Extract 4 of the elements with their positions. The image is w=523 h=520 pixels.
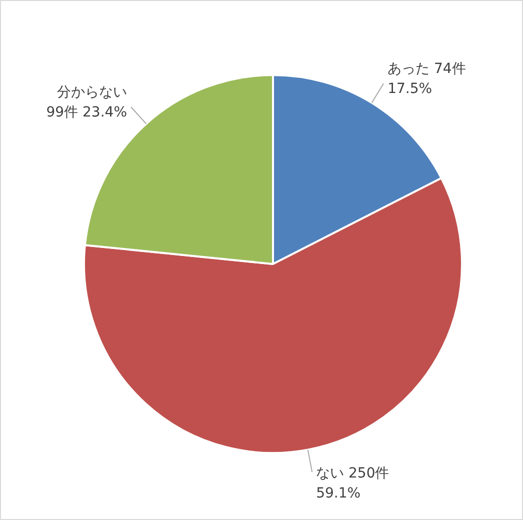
slice-label: あった 74件 17.5% — [388, 61, 466, 98]
slice-label: 分からない — [57, 84, 128, 101]
data-label: 99件 23.4% — [46, 104, 128, 121]
slice-label: ない 250件 59.1% — [316, 466, 390, 502]
